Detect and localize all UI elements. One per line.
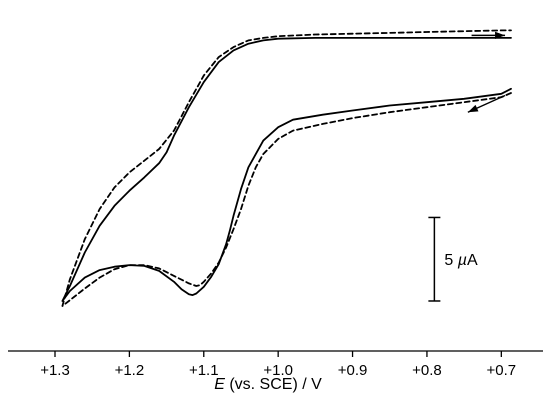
- x-tick-label: +0.8: [412, 362, 442, 379]
- x-tick-label: +1.3: [40, 362, 70, 379]
- scale-bar-label: 5 µA: [444, 252, 478, 269]
- x-tick-label: +1.0: [263, 362, 293, 379]
- series-solid-curve: [61, 37, 512, 302]
- x-axis-ticks: [54, 351, 502, 357]
- series-dashed-curve: [61, 29, 512, 307]
- x-axis-tick-labels: +1.3 +1.2 +1.1 +1.0 +0.9 +0.8 +0.7: [40, 362, 516, 379]
- x-tick-label: +0.7: [487, 362, 517, 379]
- scale-bar-unit: µ: [457, 252, 467, 269]
- scale-bar-unit-rest: A: [467, 252, 478, 269]
- x-tick-label: +1.1: [189, 362, 219, 379]
- scale-bar-value: 5: [444, 252, 457, 269]
- x-axis-title-symbol: E: [214, 376, 225, 393]
- arrow-head: [467, 104, 479, 113]
- scan-direction-arrows: [467, 31, 506, 113]
- plot-area: [61, 29, 512, 307]
- x-tick-label: +0.9: [338, 362, 368, 379]
- x-tick-label: +1.2: [115, 362, 145, 379]
- forward-scan-direction-arrow: [471, 31, 506, 39]
- reverse-scan-direction-arrow: [467, 94, 506, 113]
- scale-bar: 5 µA: [428, 216, 478, 302]
- x-axis-title: E (vs. SCE) / V: [214, 376, 322, 393]
- arrow-head: [495, 31, 506, 39]
- x-axis-title-rest: (vs. SCE) / V: [225, 376, 322, 393]
